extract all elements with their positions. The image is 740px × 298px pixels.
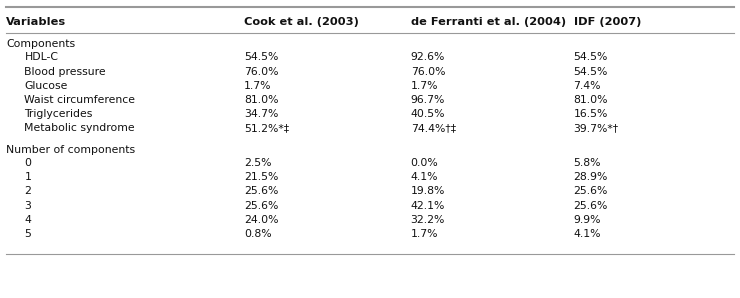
- Text: 0: 0: [24, 158, 31, 168]
- Text: 25.6%: 25.6%: [574, 201, 608, 211]
- Text: 96.7%: 96.7%: [411, 95, 445, 105]
- Text: 21.5%: 21.5%: [244, 172, 278, 182]
- Text: 28.9%: 28.9%: [574, 172, 608, 182]
- Text: Number of components: Number of components: [6, 145, 135, 155]
- Text: Waist circumference: Waist circumference: [24, 95, 135, 105]
- Text: 76.0%: 76.0%: [244, 66, 279, 77]
- Text: 4.1%: 4.1%: [574, 229, 601, 239]
- Text: 2: 2: [24, 187, 31, 196]
- Text: 54.5%: 54.5%: [574, 52, 608, 62]
- Text: 24.0%: 24.0%: [244, 215, 279, 225]
- Text: 76.0%: 76.0%: [411, 66, 445, 77]
- Text: Variables: Variables: [6, 17, 66, 27]
- Text: 3: 3: [24, 201, 31, 211]
- Text: 1.7%: 1.7%: [244, 81, 272, 91]
- Text: 0.8%: 0.8%: [244, 229, 272, 239]
- Text: Metabolic syndrome: Metabolic syndrome: [24, 123, 135, 133]
- Text: 1.7%: 1.7%: [411, 229, 438, 239]
- Text: 0.0%: 0.0%: [411, 158, 439, 168]
- Text: 34.7%: 34.7%: [244, 109, 278, 119]
- Text: 4.1%: 4.1%: [411, 172, 438, 182]
- Text: 7.4%: 7.4%: [574, 81, 601, 91]
- Text: 54.5%: 54.5%: [574, 66, 608, 77]
- Text: 39.7%*†: 39.7%*†: [574, 123, 619, 133]
- Text: 4: 4: [24, 215, 31, 225]
- Text: Blood pressure: Blood pressure: [24, 66, 106, 77]
- Text: 5: 5: [24, 229, 31, 239]
- Text: 51.2%*‡: 51.2%*‡: [244, 123, 289, 133]
- Text: 16.5%: 16.5%: [574, 109, 608, 119]
- Text: Glucose: Glucose: [24, 81, 68, 91]
- Text: 9.9%: 9.9%: [574, 215, 601, 225]
- Text: 54.5%: 54.5%: [244, 52, 278, 62]
- Text: 25.6%: 25.6%: [244, 201, 278, 211]
- Text: 25.6%: 25.6%: [574, 187, 608, 196]
- Text: 1.7%: 1.7%: [411, 81, 438, 91]
- Text: 81.0%: 81.0%: [244, 95, 279, 105]
- Text: 5.8%: 5.8%: [574, 158, 601, 168]
- Text: 32.2%: 32.2%: [411, 215, 445, 225]
- Text: Components: Components: [6, 39, 75, 49]
- Text: 92.6%: 92.6%: [411, 52, 445, 62]
- Text: HDL-C: HDL-C: [24, 52, 58, 62]
- Text: 81.0%: 81.0%: [574, 95, 608, 105]
- Text: 19.8%: 19.8%: [411, 187, 445, 196]
- Text: 25.6%: 25.6%: [244, 187, 278, 196]
- Text: 40.5%: 40.5%: [411, 109, 445, 119]
- Text: IDF (2007): IDF (2007): [574, 17, 641, 27]
- Text: de Ferranti et al. (2004): de Ferranti et al. (2004): [411, 17, 566, 27]
- Text: 2.5%: 2.5%: [244, 158, 272, 168]
- Text: Cook et al. (2003): Cook et al. (2003): [244, 17, 359, 27]
- Text: 74.4%†‡: 74.4%†‡: [411, 123, 456, 133]
- Text: 1: 1: [24, 172, 31, 182]
- Text: Triglycerides: Triglycerides: [24, 109, 92, 119]
- Text: 42.1%: 42.1%: [411, 201, 445, 211]
